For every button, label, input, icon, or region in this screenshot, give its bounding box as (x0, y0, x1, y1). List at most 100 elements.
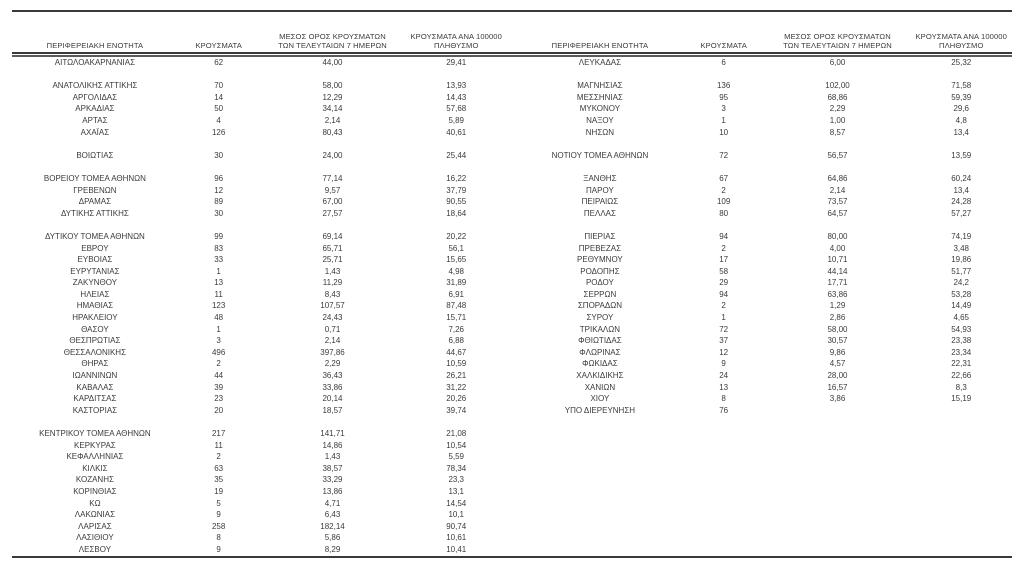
cases-cell: 8 (721, 394, 726, 404)
region-cell: ΕΥΒΟΙΑΣ (77, 255, 113, 265)
table-row: ΕΥΡΥΤΑΝΙΑΣ 1 1,43 4,98 (12, 266, 507, 278)
cases-cell: 2 (721, 301, 726, 311)
avg7-cell: 77,14 (322, 173, 343, 183)
region-cell: ΘΗΡΑΣ (81, 359, 109, 369)
region-cell: ΖΑΚΥΝΘΟΥ (72, 278, 117, 288)
per100k-cell: 13,59 (951, 150, 972, 160)
avg7-cell: 6,43 (324, 510, 341, 520)
table-row-spacer (517, 219, 1012, 231)
per100k-cell: 71,58 (951, 81, 972, 91)
avg7-cell: 8,29 (324, 544, 341, 554)
table-row: ΚΑΡΔΙΤΣΑΣ 23 20,14 20,26 (12, 393, 507, 405)
region-cell: ΦΛΩΡΙΝΑΣ (579, 347, 621, 357)
avg7-cell: 141,71 (320, 429, 345, 438)
table-row: ΛΑΡΙΣΑΣ 258 182,14 90,74 (12, 521, 507, 533)
per100k-cell: 15,65 (446, 255, 467, 265)
col-header-cases-label: ΚΡΟΥΣΜΑΤΑ (195, 41, 242, 50)
region-cell: ΚΕΡΚΥΡΑΣ (74, 440, 116, 450)
per100k-cell: 39,74 (446, 405, 467, 415)
per100k-cell: 16,22 (446, 173, 467, 183)
table-row: ΠΕΛΛΑΣ 80 64,57 57,27 (517, 208, 1012, 220)
avg7-cell: 2,29 (324, 359, 341, 369)
region-cell: ΣΕΡΡΩΝ (583, 289, 617, 299)
cases-cell: 10 (719, 127, 729, 137)
avg7-cell: 2,14 (829, 185, 846, 195)
region-cell: ΙΩΑΝΝΙΝΩΝ (72, 371, 118, 381)
cases-cell: 48 (214, 313, 224, 323)
col-header-region: ΠΕΡΙΦΕΡΕΙΑΚΗ ΕΝΟΤΗΤΑ (517, 41, 683, 50)
avg7-cell: 24,43 (322, 313, 343, 323)
cases-cell: 2 (216, 359, 221, 369)
region-cell: ΔΥΤΙΚΗΣ ΑΤΤΙΚΗΣ (60, 208, 129, 218)
region-cell: ΑΧΑΪΑΣ (80, 127, 110, 137)
per100k-cell: 56,1 (448, 243, 465, 253)
col-header-cases: ΚΡΟΥΣΜΑΤΑ (178, 41, 260, 50)
avg7-cell: 80,00 (827, 231, 848, 241)
per100k-cell: 20,26 (446, 394, 467, 404)
table-row: ΚΩ 5 4,71 14,54 (12, 498, 507, 510)
col-header-avg7: ΜΕΣΟΣ ΟΡΟΣ ΚΡΟΥΣΜΑΤΩΝ ΤΩΝ ΤΕΛΕΥΤΑΙΩΝ 7 Η… (764, 32, 910, 50)
region-cell: ΥΠΟ ΔΙΕΡΕΥΝΗΣΗ (564, 405, 636, 415)
table-row: ΜΕΣΣΗΝΙΑΣ 95 68,86 59,39 (517, 92, 1012, 104)
cases-cell: 3 (216, 336, 221, 346)
region-cell: ΛΑΚΩΝΙΑΣ (74, 510, 116, 520)
table-row: ΑΧΑΪΑΣ 126 80,43 40,61 (12, 127, 507, 139)
region-cell: ΑΡΤΑΣ (82, 115, 108, 125)
region-cell: ΔΡΑΜΑΣ (78, 197, 112, 207)
cases-cell: 23 (214, 394, 224, 404)
per100k-cell: 23,34 (951, 347, 972, 357)
cases-cell: 19 (214, 486, 224, 496)
cases-cell: 39 (214, 382, 224, 392)
col-header-per100k-line2: ΠΛΗΘΥΣΜΟ (433, 41, 479, 50)
right-table-header: ΠΕΡΙΦΕΡΕΙΑΚΗ ΕΝΟΤΗΤΑ ΚΡΟΥΣΜΑΤΑ ΜΕΣΟΣ ΟΡΟ… (517, 12, 1012, 52)
cases-cell: 12 (719, 347, 729, 357)
avg7-cell: 9,57 (324, 185, 341, 195)
table-row-spacer (517, 416, 1012, 428)
table-row: ΚΙΛΚΙΣ 63 38,57 78,34 (12, 463, 507, 475)
cases-cell: 89 (214, 197, 224, 207)
cases-cell: 3 (721, 104, 726, 114)
col-header-per100k-line2: ΠΛΗΘΥΣΜΟ (938, 41, 984, 50)
cases-cell: 30 (214, 208, 224, 218)
col-header-cases-label: ΚΡΟΥΣΜΑΤΑ (700, 41, 747, 50)
per100k-cell: 37,79 (446, 185, 467, 195)
per100k-cell: 53,28 (951, 289, 972, 299)
per100k-cell: 22,66 (951, 371, 972, 381)
cases-cell: 44 (214, 371, 224, 381)
avg7-cell: 5,86 (324, 533, 341, 543)
per100k-cell: 31,22 (446, 382, 467, 392)
avg7-cell: 69,14 (322, 231, 343, 241)
table-row: ΜΥΚΟΝΟΥ 3 2,29 29,6 (517, 103, 1012, 115)
cases-cell: 136 (716, 81, 731, 91)
avg7-cell: 20,14 (322, 394, 343, 404)
per100k-cell: 15,71 (446, 313, 467, 323)
per100k-cell: 4,65 (953, 313, 970, 323)
region-cell: ΠΙΕΡΙΑΣ (584, 231, 616, 241)
table-row: ΧΑΛΚΙΔΙΚΗΣ 24 28,00 22,66 (517, 370, 1012, 382)
region-cell: ΦΩΚΙΔΑΣ (582, 359, 618, 369)
avg7-cell: 36,43 (322, 371, 343, 381)
per100k-cell: 19,86 (951, 255, 972, 265)
avg7-cell: 27,57 (322, 208, 343, 218)
cases-cell: 37 (719, 336, 729, 346)
per100k-cell: 78,34 (446, 463, 467, 473)
avg7-cell: 56,57 (827, 150, 848, 160)
avg7-cell: 64,57 (827, 208, 848, 218)
cases-cell: 217 (211, 429, 226, 438)
table-row: ΑΡΤΑΣ 4 2,14 5,89 (12, 115, 507, 127)
per100k-cell: 10,1 (448, 510, 465, 520)
per100k-cell: 5,89 (448, 115, 465, 125)
avg7-cell: 10,71 (827, 255, 848, 265)
avg7-cell: 67,00 (322, 197, 343, 207)
region-cell: ΜΑΓΝΗΣΙΑΣ (577, 81, 623, 91)
avg7-cell: 44,14 (827, 266, 848, 276)
region-cell: ΦΘΙΩΤΙΔΑΣ (578, 336, 622, 346)
region-cell: ΛΑΡΙΣΑΣ (78, 521, 112, 531)
region-cell: ΣΥΡΟΥ (586, 313, 614, 323)
avg7-cell: 8,57 (829, 127, 846, 137)
region-cell: ΘΕΣΣΑΛΟΝΙΚΗΣ (63, 347, 127, 357)
per100k-cell: 23,38 (951, 336, 972, 346)
cases-cell: 2 (721, 185, 726, 195)
avg7-cell: 1,43 (324, 452, 341, 462)
avg7-cell: 6,00 (829, 58, 846, 67)
